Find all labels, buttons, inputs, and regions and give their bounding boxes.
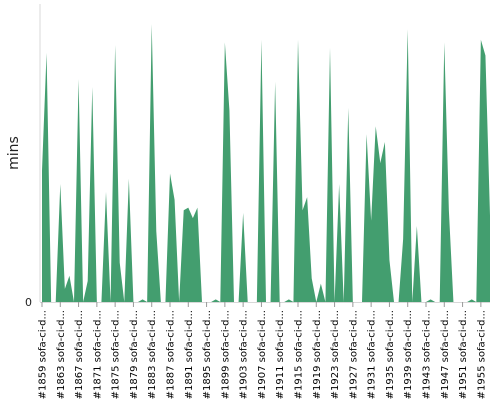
x-tick-label: #1871 sofa-ci-d... bbox=[92, 310, 103, 399]
x-ticks: #1859 sofa-ci-d... #1863 sofa-ci-d... #186… bbox=[38, 302, 487, 399]
x-tick-label: #1903 sofa-ci-d... bbox=[239, 310, 250, 399]
y-axis-label: mins bbox=[6, 136, 22, 170]
x-tick-label: #1947 sofa-ci-d... bbox=[440, 310, 451, 399]
x-tick-label: #1923 sofa-ci-d... bbox=[330, 310, 341, 399]
x-tick-label: #1919 sofa-ci-d... bbox=[312, 310, 323, 399]
x-tick-label: #1931 sofa-ci-d... bbox=[367, 310, 378, 399]
plot-area bbox=[42, 24, 490, 302]
x-tick-label: #1927 sofa-ci-d... bbox=[348, 310, 359, 399]
x-tick-label: #1955 sofa-ci-d... bbox=[476, 310, 487, 399]
x-tick-label: #1915 sofa-ci-d... bbox=[294, 310, 305, 399]
y-ticks: 0 bbox=[25, 296, 32, 309]
x-tick-label: #1911 sofa-ci-d... bbox=[275, 310, 286, 399]
x-tick-label: #1907 sofa-ci-d... bbox=[257, 310, 268, 399]
x-tick-label: #1867 sofa-ci-d... bbox=[74, 310, 85, 399]
x-tick-label: #1859 sofa-ci-d... bbox=[38, 310, 49, 399]
x-tick-label: #1935 sofa-ci-d... bbox=[385, 310, 396, 399]
x-tick-label: #1939 sofa-ci-d... bbox=[403, 310, 414, 399]
x-tick-label: #1879 sofa-ci-d... bbox=[129, 310, 140, 399]
x-tick-label: #1891 sofa-ci-d... bbox=[184, 310, 195, 399]
x-tick-label: #1887 sofa-ci-d... bbox=[166, 310, 177, 399]
x-tick-label: #1875 sofa-ci-d... bbox=[111, 310, 122, 399]
x-tick-label: #1895 sofa-ci-d... bbox=[202, 310, 213, 399]
x-tick-label: #1883 sofa-ci-d... bbox=[147, 310, 158, 399]
x-tick-label: #1943 sofa-ci-d... bbox=[422, 310, 433, 399]
y-tick-label: 0 bbox=[25, 296, 32, 309]
x-tick-label: #1951 sofa-ci-d... bbox=[458, 310, 469, 399]
x-tick-label: #1899 sofa-ci-d... bbox=[220, 310, 231, 399]
area-series bbox=[42, 24, 490, 302]
x-tick-label: #1863 sofa-ci-d... bbox=[56, 310, 67, 399]
